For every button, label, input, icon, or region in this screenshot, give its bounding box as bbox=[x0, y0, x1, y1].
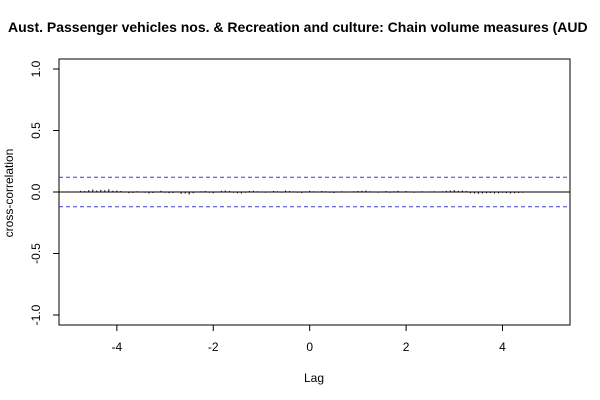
y-tick-label: 0.5 bbox=[29, 122, 43, 139]
y-axis: -1.0 -0.5 0.0 0.5 1.0 bbox=[29, 60, 59, 325]
x-tick-label: 4 bbox=[499, 340, 506, 354]
x-tick-label: -2 bbox=[208, 340, 219, 354]
x-axis-label: Lag bbox=[304, 371, 324, 385]
y-tick-label: -0.5 bbox=[29, 243, 43, 264]
x-axis: -4 -2 0 2 4 bbox=[112, 325, 506, 354]
y-tick-label: -1.0 bbox=[29, 304, 43, 325]
x-tick-label: -4 bbox=[112, 340, 123, 354]
y-axis-label: cross-correlation bbox=[2, 149, 16, 238]
chart-title: Aust. Passenger vehicles nos. & Recreati… bbox=[8, 19, 588, 35]
x-tick-label: 2 bbox=[403, 340, 410, 354]
y-tick-label: 1.0 bbox=[29, 60, 43, 77]
y-tick-label: 0.0 bbox=[29, 183, 43, 200]
x-tick-label: 0 bbox=[306, 340, 313, 354]
ccf-bars bbox=[68, 189, 552, 195]
